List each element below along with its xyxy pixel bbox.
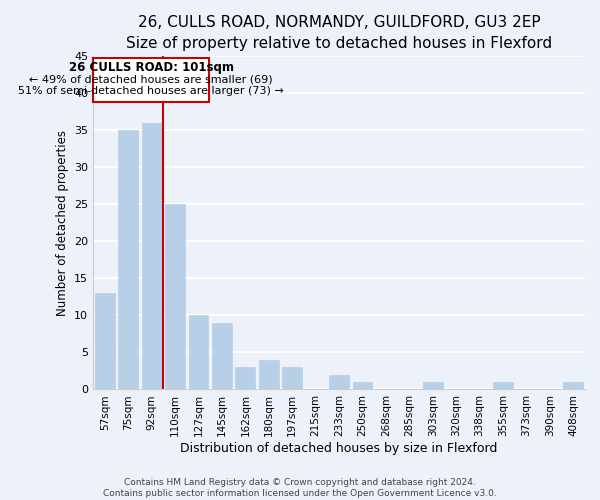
Title: 26, CULLS ROAD, NORMANDY, GUILDFORD, GU3 2EP
Size of property relative to detach: 26, CULLS ROAD, NORMANDY, GUILDFORD, GU3… bbox=[126, 15, 552, 51]
Bar bbox=[493, 382, 513, 390]
Bar bbox=[353, 382, 373, 390]
Bar bbox=[329, 374, 349, 390]
Bar bbox=[259, 360, 279, 390]
Text: Contains HM Land Registry data © Crown copyright and database right 2024.
Contai: Contains HM Land Registry data © Crown c… bbox=[103, 478, 497, 498]
Bar bbox=[118, 130, 138, 390]
Bar bbox=[165, 204, 185, 390]
Bar bbox=[95, 293, 115, 390]
Bar bbox=[235, 367, 255, 390]
Bar bbox=[188, 316, 208, 390]
Bar bbox=[563, 382, 583, 390]
FancyBboxPatch shape bbox=[93, 58, 209, 102]
Bar bbox=[212, 323, 232, 390]
Bar bbox=[282, 367, 302, 390]
Bar bbox=[142, 123, 161, 390]
Text: 51% of semi-detached houses are larger (73) →: 51% of semi-detached houses are larger (… bbox=[18, 86, 284, 96]
X-axis label: Distribution of detached houses by size in Flexford: Distribution of detached houses by size … bbox=[181, 442, 498, 455]
Text: ← 49% of detached houses are smaller (69): ← 49% of detached houses are smaller (69… bbox=[29, 74, 273, 85]
Y-axis label: Number of detached properties: Number of detached properties bbox=[56, 130, 68, 316]
Bar bbox=[423, 382, 443, 390]
Text: 26 CULLS ROAD: 101sqm: 26 CULLS ROAD: 101sqm bbox=[68, 61, 233, 74]
